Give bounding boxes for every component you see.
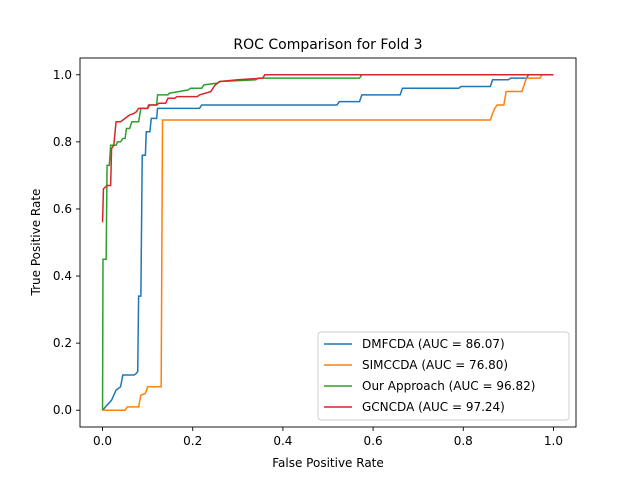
series-line-2 xyxy=(102,74,554,411)
series-layer xyxy=(101,74,554,411)
series-line-1 xyxy=(101,74,554,411)
y-tick-label: 0.8 xyxy=(53,135,72,149)
y-tick-label: 0.4 xyxy=(53,269,72,283)
y-tick-label: 0.6 xyxy=(53,202,72,216)
legend-label-4: GCNCDA (AUC = 97.24) xyxy=(362,400,505,414)
y-tick-label: 0.2 xyxy=(53,336,72,350)
x-axis-label: False Positive Rate xyxy=(272,456,384,470)
y-axis-label: True Positive Rate xyxy=(29,189,43,297)
x-axis-ticks: 0.0 0.2 0.4 0.6 0.8 1.0 xyxy=(93,427,563,448)
y-axis-ticks: 0.0 0.2 0.4 0.6 0.8 1.0 xyxy=(53,68,80,417)
legend-label-1: DMFCDA (AUC = 86.07) xyxy=(362,337,505,351)
legend-label-3: Our Approach (AUC = 96.82) xyxy=(362,379,535,393)
chart-title: ROC Comparison for Fold 3 xyxy=(233,37,422,53)
x-tick-label: 0.2 xyxy=(183,434,202,448)
x-tick-label: 0.8 xyxy=(454,434,473,448)
y-tick-label: 0.0 xyxy=(53,403,72,417)
x-tick-label: 0.6 xyxy=(364,434,383,448)
x-tick-label: 0.0 xyxy=(93,434,112,448)
x-tick-label: 1.0 xyxy=(544,434,563,448)
y-tick-label: 1.0 xyxy=(53,68,72,82)
plot-frame xyxy=(79,57,577,428)
series-line-4 xyxy=(101,74,554,223)
legend: DMFCDA (AUC = 86.07) SIMCCDA (AUC = 76.80… xyxy=(317,331,570,421)
legend-label-2: SIMCCDA (AUC = 76.80) xyxy=(362,358,508,372)
x-tick-label: 0.4 xyxy=(273,434,292,448)
legend-box xyxy=(317,331,570,421)
